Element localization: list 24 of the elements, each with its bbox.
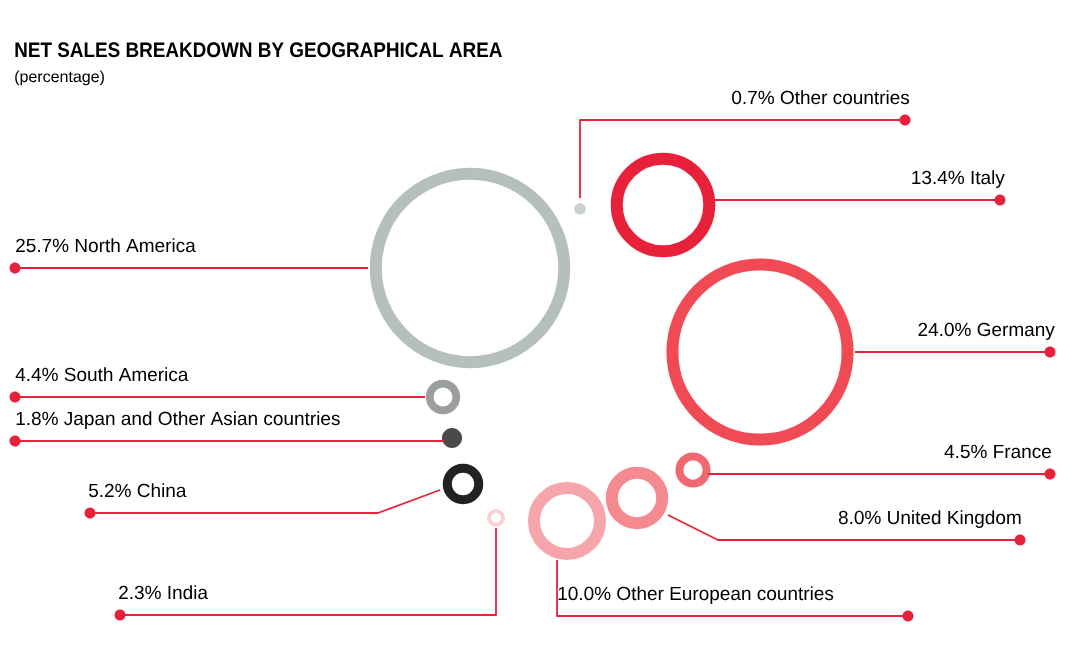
category-label: South America	[64, 367, 189, 382]
category-label: Japan and Other Asian countries	[64, 411, 340, 429]
data-label: 13.4%	[912, 170, 965, 185]
data-label: 25.7%	[16, 238, 69, 253]
category-label: Italy	[971, 170, 1005, 188]
data-label: 1.8%	[16, 411, 58, 426]
category-label: China	[137, 483, 187, 498]
data-label: 24.0%	[918, 322, 971, 337]
category-label: Other European countries	[617, 586, 834, 604]
data-label: 0.7%	[732, 90, 774, 105]
text: NET SALES BREAKDOWN BY GEOGRAPHICAL AREA	[15, 42, 502, 58]
data-label: 5.2%	[88, 483, 131, 498]
data-label: 2.3%	[119, 585, 161, 600]
data-label: 8.0%	[838, 510, 881, 525]
data-label: 4.4%	[15, 367, 58, 382]
category-label: Germany	[977, 322, 1055, 340]
category-label: India	[168, 585, 208, 600]
category-label: United Kingdom	[888, 510, 1021, 528]
category-label: Other countries	[780, 90, 910, 105]
category-label: France	[994, 444, 1051, 459]
data-label: 10.0%	[558, 586, 611, 601]
data-label: 4.5%	[944, 444, 987, 459]
category-label: North America	[75, 238, 196, 253]
text: (percentage)	[15, 70, 104, 86]
